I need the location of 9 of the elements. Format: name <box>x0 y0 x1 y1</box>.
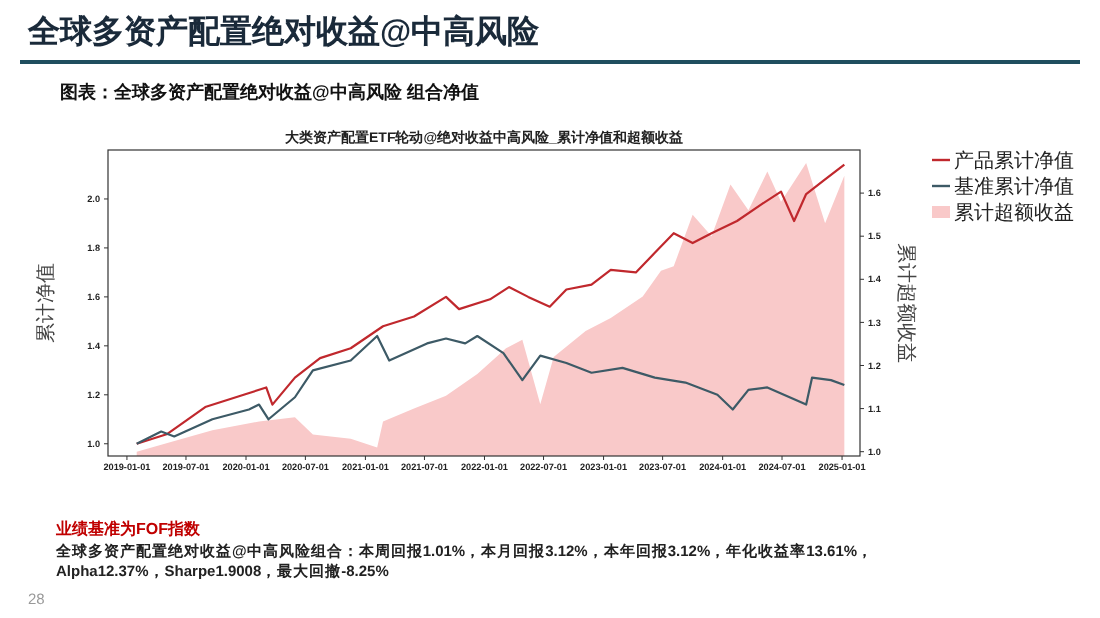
chart-title: 全球多资产配置绝对收益@中高风险 <box>28 12 540 54</box>
text: 业绩基准为FOF指数 <box>56 520 202 540</box>
chart-subtitle: 图表：全球多资产配置绝对收益@中高风险 组合净值 <box>60 80 479 106</box>
y2-axis-title: 累计超额收益 <box>894 243 918 363</box>
y-axis-title: 累计净值 <box>34 263 58 343</box>
legend-label: 产品累计净值 <box>954 149 1074 173</box>
line-series <box>135 334 846 445</box>
legend-label: 基准累计净值 <box>954 175 1074 199</box>
legend-label: 累计超额收益 <box>954 201 1074 225</box>
